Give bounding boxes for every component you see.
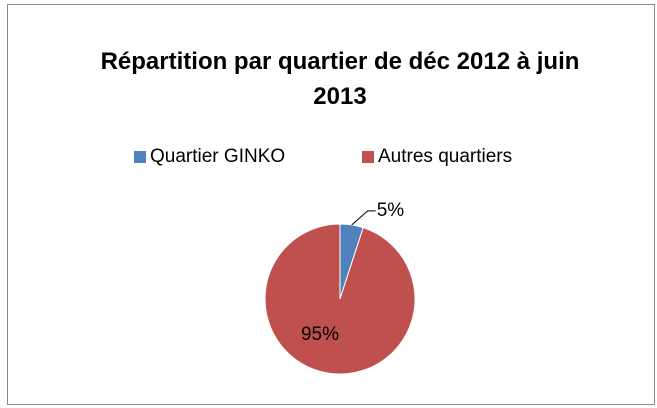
data-label: 5% — [377, 200, 405, 221]
legend-label: Quartier GINKO — [150, 146, 285, 167]
legend-label: Autres quartiers — [378, 146, 512, 167]
chart-title: Répartition par quartier de déc 2012 à j… — [100, 48, 580, 110]
leader-line — [351, 210, 376, 226]
pie-slice — [264, 223, 416, 375]
legend-swatch — [134, 151, 146, 163]
data-label: 95% — [301, 324, 339, 345]
legend-swatch — [362, 151, 374, 163]
